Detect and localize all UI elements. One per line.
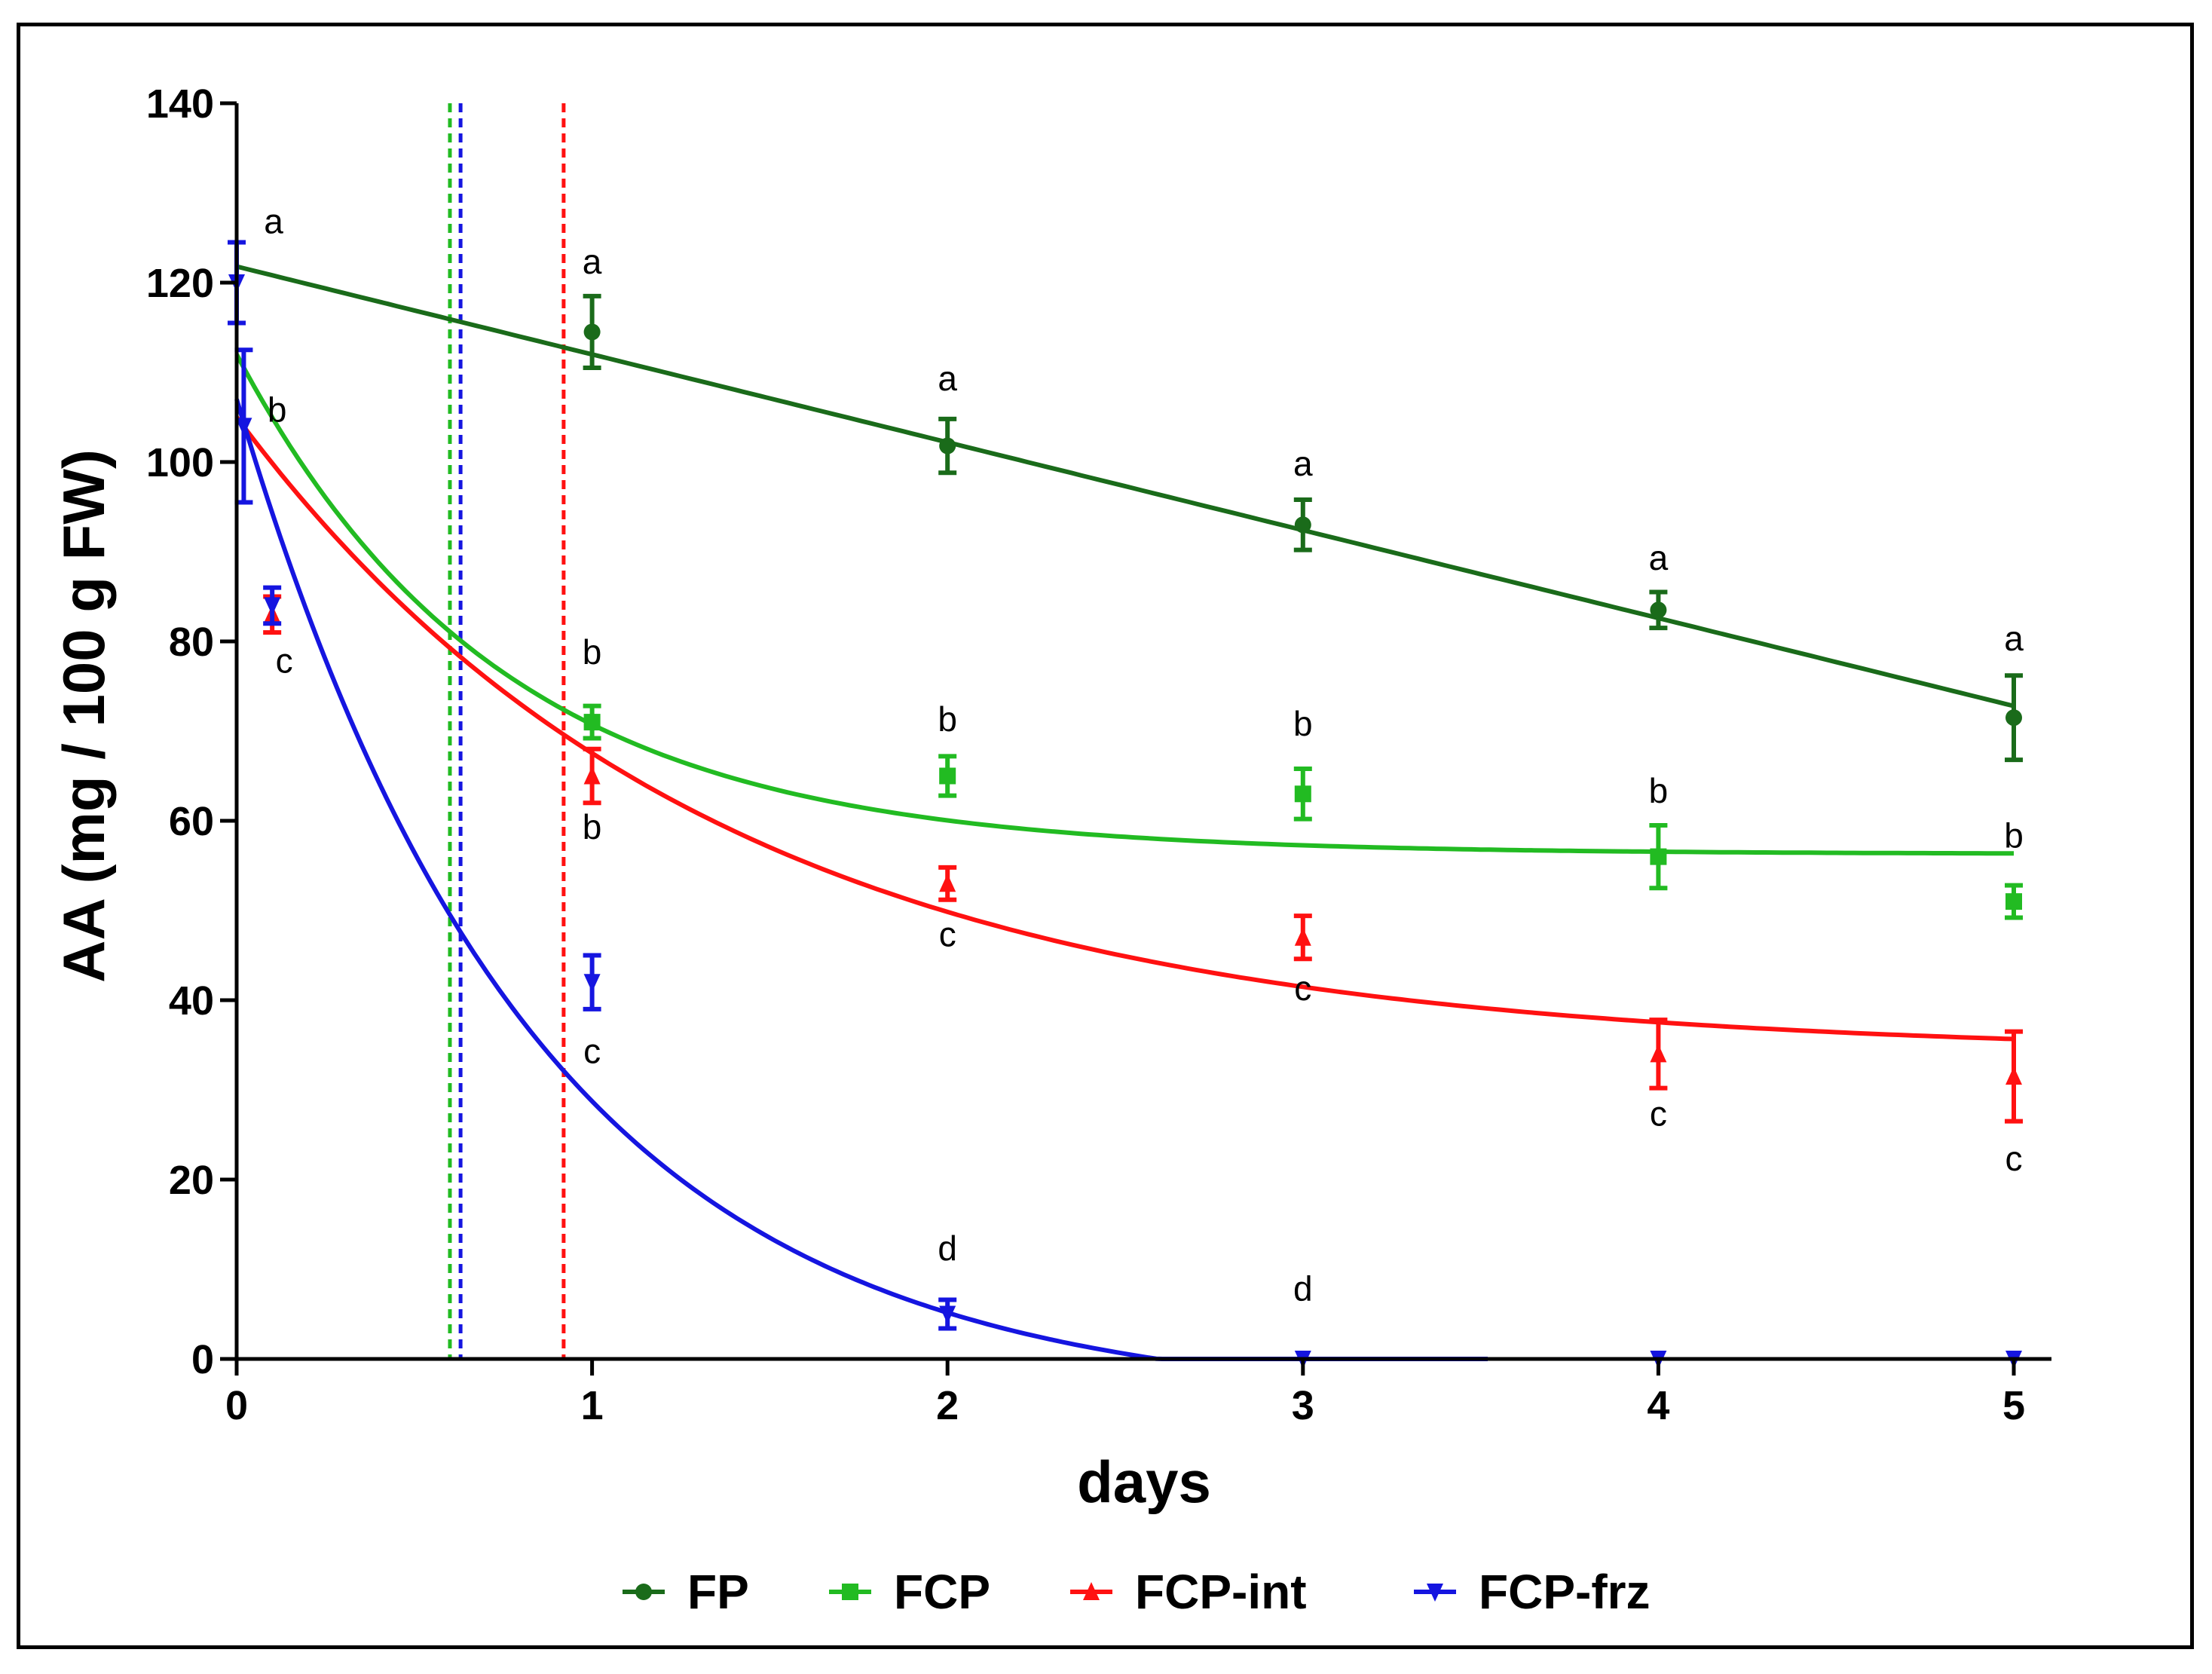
fit-curves bbox=[234, 264, 2015, 1361]
legend-marker bbox=[1083, 1582, 1100, 1600]
x-tick-label: 0 bbox=[225, 1383, 248, 1428]
data-point-fp bbox=[1649, 589, 1668, 631]
marker bbox=[1294, 785, 1311, 803]
marker bbox=[1650, 848, 1667, 865]
data-point-fp bbox=[2005, 673, 2023, 763]
legend-marker bbox=[635, 1584, 652, 1600]
axes: 0 20 40 60 80 100 120 140 0 1 2 3 4 5 bbox=[146, 81, 2051, 1428]
marker bbox=[2005, 1067, 2022, 1085]
significance-letter: d bbox=[938, 1229, 957, 1268]
significance-letter: b bbox=[1293, 704, 1313, 743]
y-tick-label: 40 bbox=[169, 978, 214, 1024]
marker bbox=[1650, 601, 1667, 619]
data-point-fcp bbox=[2005, 883, 2023, 920]
data-point-fcp bbox=[583, 703, 601, 741]
legend-item-fcp-frz: FCP-frz bbox=[1414, 1565, 1651, 1619]
y-tick-label: 0 bbox=[191, 1337, 214, 1382]
y-tick-label: 80 bbox=[169, 620, 214, 665]
legend-label: FCP-int bbox=[1135, 1565, 1307, 1619]
significance-letter: a bbox=[264, 202, 283, 241]
x-tick-label: 2 bbox=[936, 1383, 959, 1428]
significance-letter: a bbox=[1649, 538, 1669, 577]
marker bbox=[939, 767, 956, 785]
legend-item-fcp: FCP bbox=[829, 1565, 990, 1619]
significance-letter: c bbox=[583, 1031, 601, 1070]
marker bbox=[264, 597, 281, 616]
significance-letter: b bbox=[938, 699, 957, 739]
marker bbox=[2005, 893, 2022, 910]
legend-item-fcp-int: FCP-int bbox=[1070, 1565, 1307, 1619]
y-tick-label: 60 bbox=[169, 799, 214, 844]
marker bbox=[2005, 709, 2022, 727]
significance-letter: b bbox=[1649, 771, 1669, 810]
significance-letter: d bbox=[1293, 1269, 1313, 1308]
significance-letter: c bbox=[1650, 1094, 1667, 1134]
data-point-fcp-frz bbox=[583, 953, 601, 1011]
data-point-fcp-int bbox=[1293, 914, 1312, 962]
marker bbox=[1294, 927, 1311, 946]
legend-label: FP bbox=[687, 1565, 749, 1619]
y-axis-title: AA (mg / 100 g FW) bbox=[50, 449, 117, 983]
legend: FP FCP FCP-int FCP-frz bbox=[623, 1565, 1651, 1619]
reference-lines bbox=[448, 103, 566, 1359]
fit-curve-fp bbox=[236, 264, 2015, 708]
legend-label: FCP bbox=[894, 1565, 990, 1619]
fit-curve-fcp-frz bbox=[234, 398, 1488, 1361]
significance-letter: a bbox=[583, 242, 602, 281]
data-point-fp bbox=[938, 416, 957, 476]
legend-marker bbox=[842, 1584, 858, 1600]
significance-letter: b bbox=[583, 632, 602, 672]
marker bbox=[583, 323, 601, 341]
legend-label: FCP-frz bbox=[1479, 1565, 1651, 1619]
y-tick-label: 140 bbox=[146, 81, 214, 127]
marker bbox=[583, 974, 601, 993]
data-point-fp bbox=[1293, 497, 1312, 552]
data-point-fcp-int bbox=[2005, 1029, 2023, 1124]
data-point-fcp-int bbox=[1649, 1018, 1668, 1091]
marker bbox=[1294, 516, 1311, 534]
marker bbox=[939, 874, 956, 892]
data-point-fcp-int bbox=[938, 865, 957, 902]
x-tick-label: 4 bbox=[1647, 1383, 1669, 1428]
x-tick-label: 3 bbox=[1292, 1383, 1314, 1428]
x-axis-title: days bbox=[1077, 1449, 1211, 1515]
data-point-fcp-frz bbox=[263, 585, 282, 626]
marker bbox=[235, 418, 252, 436]
marker bbox=[583, 714, 601, 731]
significance-letter: c bbox=[276, 641, 293, 681]
y-tick-label: 20 bbox=[169, 1158, 214, 1203]
data-point-fcp bbox=[1649, 822, 1668, 891]
data-point-fcp bbox=[1293, 766, 1312, 822]
significance-letter: b bbox=[2004, 816, 2024, 855]
significance-letter: c bbox=[2005, 1139, 2023, 1178]
data-point-fcp-int bbox=[583, 746, 601, 806]
significance-letter: b bbox=[268, 390, 287, 429]
marker bbox=[939, 437, 956, 454]
significance-letter: c bbox=[1294, 969, 1311, 1008]
marker bbox=[583, 766, 601, 785]
data-points bbox=[228, 240, 2023, 1369]
data-point-fcp bbox=[938, 754, 957, 798]
fit-curve-fcp bbox=[234, 353, 2015, 856]
significance-letter: a bbox=[938, 359, 957, 398]
y-tick-label: 120 bbox=[146, 261, 214, 306]
data-point-fp bbox=[583, 293, 601, 371]
annotation-letters: a b c a b b c a b c d a b c d a b c a b c bbox=[264, 202, 2024, 1308]
significance-letter: b bbox=[583, 807, 602, 846]
legend-marker bbox=[1427, 1584, 1443, 1602]
x-tick-label: 1 bbox=[581, 1383, 604, 1428]
y-tick-label: 100 bbox=[146, 440, 214, 485]
marker bbox=[939, 1305, 956, 1324]
marker bbox=[1650, 1044, 1667, 1063]
legend-item-fp: FP bbox=[623, 1565, 749, 1619]
significance-letter: a bbox=[1293, 444, 1313, 483]
data-point-fcp-frz bbox=[938, 1297, 957, 1331]
significance-letter: c bbox=[939, 915, 956, 954]
fit-curve-fcp-int bbox=[234, 415, 2015, 1042]
significance-letter: a bbox=[2004, 619, 2024, 658]
x-tick-label: 5 bbox=[2002, 1383, 2025, 1428]
